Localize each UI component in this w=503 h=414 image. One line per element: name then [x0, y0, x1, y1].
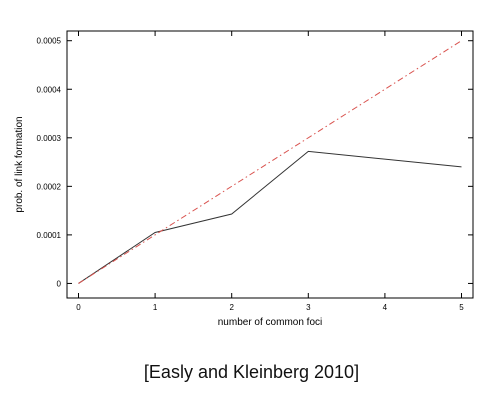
x-tick-label: 5	[459, 303, 464, 312]
citation-caption: [Easly and Kleinberg 2010]	[143, 362, 360, 382]
y-tick-label: 0.0003	[37, 134, 62, 143]
x-tick-label: 0	[76, 303, 81, 312]
plot-frame	[66, 30, 474, 299]
x-tick-label: 4	[383, 303, 388, 312]
y-tick-label: 0.0001	[37, 231, 62, 240]
x-tick-label: 2	[229, 303, 234, 312]
plot-area: 0 1 2 3 4 5 0 0.0001 0.0002 0.0003 0.0004 0.0005 num…	[14, 30, 474, 328]
x-tick-label: 3	[306, 303, 311, 312]
y-tick-label: 0	[57, 279, 62, 288]
y-tick-label: 0.0004	[37, 85, 62, 94]
series-line-observed	[78, 150, 462, 284]
y-tick-label: 0.0005	[37, 37, 62, 46]
x-axis-title: number of common foci	[218, 317, 323, 328]
series-line-reference	[78, 40, 462, 284]
x-tick-label: 1	[153, 303, 158, 312]
y-tick-label: 0.0002	[37, 182, 62, 191]
y-axis-title: prob. of link formation	[14, 116, 25, 212]
